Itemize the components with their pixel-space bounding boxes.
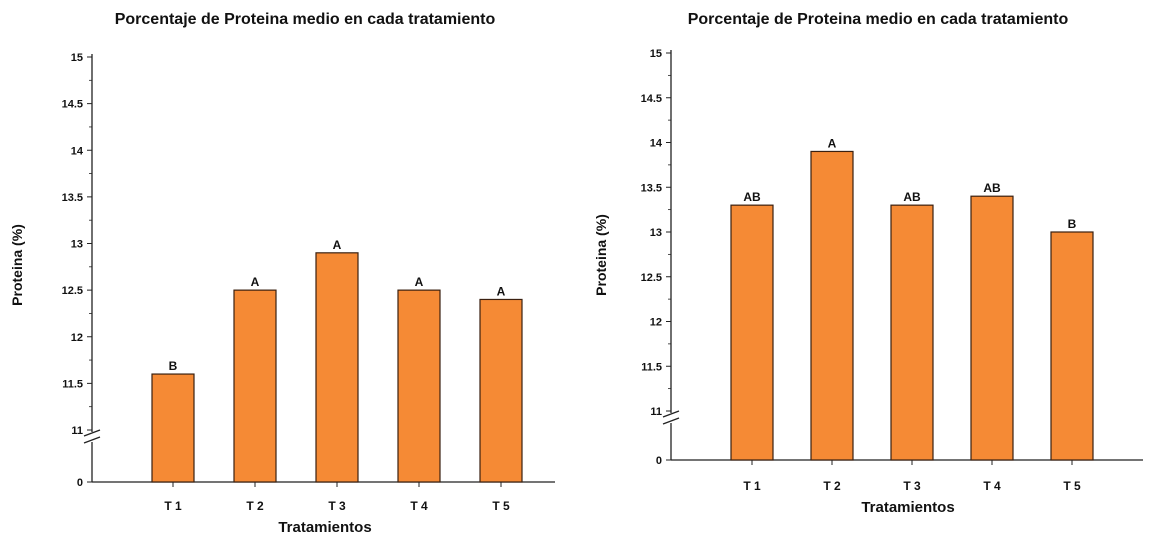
left-bar-letter-5: A: [497, 284, 506, 298]
chart-left: Porcentaje de Proteina medio en cada tra…: [0, 0, 576, 537]
left-x-tick-label: T 4: [410, 499, 428, 513]
left-y-tick-label: 13: [71, 239, 83, 251]
right-axis-break-mark: [662, 410, 680, 418]
left-y-tick-label: 13.5: [62, 192, 83, 204]
right-x-axis-label: Tratamientos: [861, 499, 954, 516]
left-y-tick-label: 14: [71, 145, 84, 157]
left-x-axis-label: Tratamientos: [278, 519, 371, 536]
left-x-tick-label: T 3: [328, 499, 346, 513]
left-x-tick-label: T 1: [164, 499, 182, 513]
right-x-tick-label: T 1: [743, 479, 761, 493]
left-chart-title: Porcentaje de Proteina medio en cada tra…: [115, 11, 496, 28]
left-bar-1: [151, 373, 195, 483]
right-chart-title: Porcentaje de Proteina medio en cada tra…: [688, 11, 1069, 28]
right-y-tick-label: 14: [650, 138, 663, 150]
left-y-tick-label: 15: [71, 52, 83, 64]
right-bar-5: [1050, 231, 1094, 461]
chart-right-svg: Porcentaje de Proteina medio en cada tra…: [593, 11, 1143, 516]
right-x-tick-label: T 4: [983, 479, 1001, 493]
right-x-tick-label: T 3: [903, 479, 921, 493]
right-x-tick-label: T 2: [823, 479, 841, 493]
right-y-tick-label: 13: [650, 227, 662, 239]
right-y-tick-label: 11.5: [641, 361, 662, 373]
left-y-tick-label: 12: [71, 332, 83, 344]
left-bar-letter-1: B: [169, 359, 178, 373]
right-y-tick-label: 13.5: [641, 182, 662, 194]
left-bar-letter-2: A: [251, 275, 260, 289]
left-y-tick-label: 11.5: [62, 378, 83, 390]
chart-right: Porcentaje de Proteina medio en cada tra…: [576, 0, 1152, 537]
right-y-tick-label: 12: [650, 317, 662, 329]
right-bar-letter-2: A: [828, 136, 837, 150]
right-y-tick-label: 14.5: [641, 93, 662, 105]
left-bar-letter-3: A: [333, 238, 342, 252]
right-y-tick-label: 12.5: [641, 272, 662, 284]
right-y-tick-label: 0: [656, 455, 662, 467]
left-y-tick-label: 0: [77, 477, 83, 489]
right-bar-2: [810, 150, 854, 461]
left-y-tick-label: 14.5: [62, 99, 83, 111]
right-y-tick-label: 15: [650, 48, 662, 60]
right-x-tick-label: T 5: [1063, 479, 1081, 493]
right-bar-1: [730, 204, 774, 461]
left-bar-3: [315, 252, 359, 483]
right-bar-letter-3: AB: [903, 190, 921, 204]
left-x-tick-label: T 5: [492, 499, 510, 513]
left-x-tick-label: T 2: [246, 499, 264, 513]
left-bar-5: [479, 298, 523, 483]
left-bar-4: [397, 289, 441, 483]
right-bar-letter-5: B: [1068, 217, 1077, 231]
right-y-tick-label: 11: [650, 406, 662, 418]
left-axis-break-mark: [83, 436, 101, 444]
left-bar-2: [233, 289, 277, 483]
right-bar-3: [890, 204, 934, 461]
left-y-tick-label: 11: [71, 425, 83, 437]
left-bar-letter-4: A: [415, 275, 424, 289]
left-y-axis-label: Proteina (%): [9, 224, 25, 306]
chart-left-svg: Porcentaje de Proteina medio en cada tra…: [9, 11, 555, 536]
right-axis-break-mark: [662, 417, 680, 425]
right-y-axis-label: Proteina (%): [593, 214, 609, 296]
right-bar-letter-1: AB: [743, 190, 761, 204]
left-axis-break-mark: [83, 429, 101, 437]
right-bar-letter-4: AB: [983, 181, 1001, 195]
right-bar-4: [970, 195, 1014, 461]
left-y-tick-label: 12.5: [62, 285, 83, 297]
